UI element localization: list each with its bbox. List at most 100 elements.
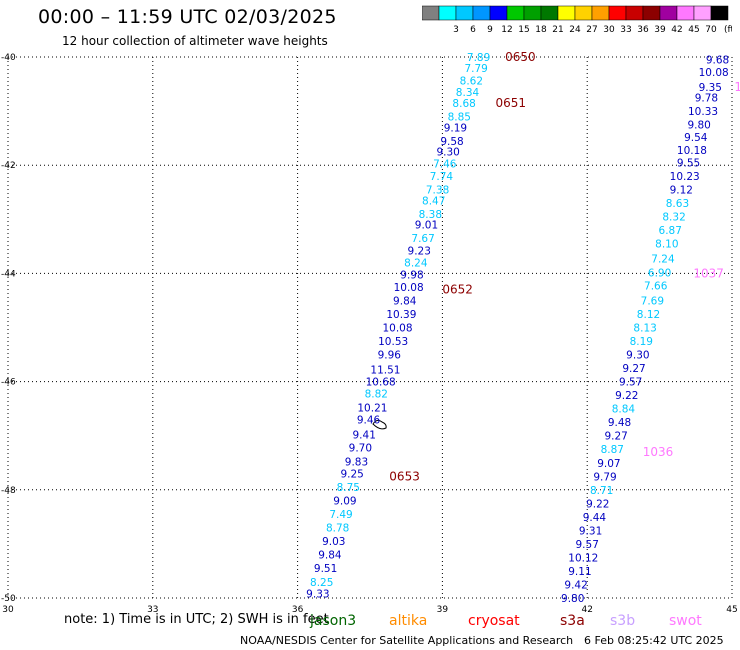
legend-tick-label: 15 [518,25,529,35]
wave-height-label: 9.30 [436,147,459,159]
wave-height-label: 8.78 [326,523,349,535]
generated-timestamp: 6 Feb 08:25:42 UTC 2025 [584,634,724,647]
wave-height-label: 9.68 [706,55,729,67]
wave-height-label: 9.46 [357,414,381,426]
wave-height-label: 9.01 [415,220,438,232]
wave-height-label: 9.78 [695,93,718,105]
wave-height-label: 9.27 [622,363,645,375]
mission-altika: altika [389,613,428,629]
wave-height-label: 9.30 [626,350,649,362]
mission-cryosat: cryosat [468,613,520,629]
wave-height-label: 9.57 [619,377,642,389]
pass-time-label: 0653 [389,469,420,483]
wave-height-label: 10.12 [568,552,598,564]
wave-height-label: 7.67 [411,233,434,245]
wave-height-label: 9.80 [687,120,710,132]
wave-height-label: 9.23 [408,246,431,258]
wave-height-label: 9.57 [576,539,599,551]
lon-tick-label: 39 [437,605,449,612]
wave-height-label: 9.22 [615,390,638,402]
pass-time-label: 1 [734,80,740,94]
pass-time-label: 1037 [693,266,724,280]
legend-tick-label: 39 [654,25,666,35]
wave-height-label: 9.84 [393,295,417,307]
wave-height-label: 10.23 [670,171,700,183]
wave-height-label: 7.69 [641,295,664,307]
wave-height-label: 9.79 [593,471,616,483]
wave-height-label: 8.32 [662,212,685,224]
wave-height-label: 11.51 [370,365,400,377]
wave-height-label: 8.63 [666,198,689,210]
wave-height-label: 9.22 [586,498,609,510]
island-outline [372,419,387,430]
legend-swatch [710,5,729,21]
lon-tick-label: 45 [726,605,737,612]
wave-height-label: 9.96 [378,350,402,362]
lon-tick-label: 42 [581,605,592,612]
pass-time-label: 0651 [495,96,526,110]
legend-tick-label: 33 [620,25,631,35]
wave-height-label: 8.71 [590,485,613,497]
lon-tick-label: 36 [292,605,304,612]
wave-height-label: 9.80 [561,593,584,605]
wave-height-label: 9.70 [349,443,372,455]
wave-height-label: 10.68 [366,377,396,389]
legend-tick-label: 70 [705,25,717,35]
lat-tick-label: -40 [1,53,16,63]
legend-tick-label: 27 [586,25,597,35]
wave-height-label: 8.19 [630,336,653,348]
wave-height-label: 9.27 [604,431,627,443]
wave-height-label: 10.08 [382,323,412,335]
wave-height-label: 8.47 [422,195,445,207]
legend-tick-label: 45 [688,25,699,35]
wave-height-label: 8.34 [456,87,480,99]
legend-tick-label: 42 [671,25,682,35]
legend-tick-label: 21 [552,25,563,35]
lon-tick-label: 33 [147,605,158,612]
wave-height-label: 9.07 [597,458,620,470]
pass-time-label: 0652 [442,283,473,297]
lat-tick-label: -50 [1,594,16,604]
wave-height-label: 10.39 [386,309,416,321]
wave-height-label: 6.90 [648,267,671,279]
wave-height-map: 30 33 36 39 42 45-40-42-44-46-48-507.897.798.… [1,50,740,612]
wave-height-label: 9.42 [564,579,587,591]
legend-tick-label: 12 [501,25,512,35]
legend-tick-label: 3 [453,25,459,35]
legend-unit: (ft) [724,25,732,35]
wave-height-label: 9.31 [579,525,602,537]
wave-height-label: 7.49 [329,509,352,521]
wave-height-label: 9.25 [340,469,363,481]
wave-height-label: 9.09 [333,496,356,508]
wave-height-label: 8.75 [337,482,360,494]
wave-height-label: 10.08 [394,282,424,294]
wave-height-label: 8.10 [655,239,678,251]
wave-height-label: 8.85 [448,112,471,124]
wave-height-label: 7.46 [433,159,457,171]
mission-s3a: s3a [560,613,585,629]
legend-tick-label: 36 [637,25,649,35]
wave-height-label: 9.48 [608,417,631,429]
wave-height-label: 10.18 [677,145,707,157]
lon-tick-label: 30 [2,605,14,612]
wave-height-label: 9.54 [684,132,708,144]
page-subtitle: 12 hour collection of altimeter wave hei… [62,34,328,48]
wave-height-label: 8.12 [637,309,660,321]
wave-height-label: 9.19 [444,122,467,134]
legend-tick-label: 24 [569,25,581,35]
wave-height-label: 7.79 [464,63,487,75]
wave-height-label: 9.55 [677,157,700,169]
mission-jason3: jason3 [310,613,357,629]
wave-height-label: 8.68 [452,98,475,110]
wave-height-label: 9.44 [583,512,607,524]
wave-height-label: 8.87 [601,444,624,456]
wave-height-label: 9.11 [568,566,591,578]
wave-height-label: 8.62 [460,75,483,87]
wave-height-label: 10.08 [699,67,729,79]
mission-swot: swot [669,613,702,629]
wave-height-label: 8.13 [633,323,656,335]
legend-tick-label: 9 [487,25,493,35]
wave-height-label: 9.58 [440,136,463,148]
page-title: 00:00 – 11:59 UTC 02/03/2025 [38,6,337,28]
